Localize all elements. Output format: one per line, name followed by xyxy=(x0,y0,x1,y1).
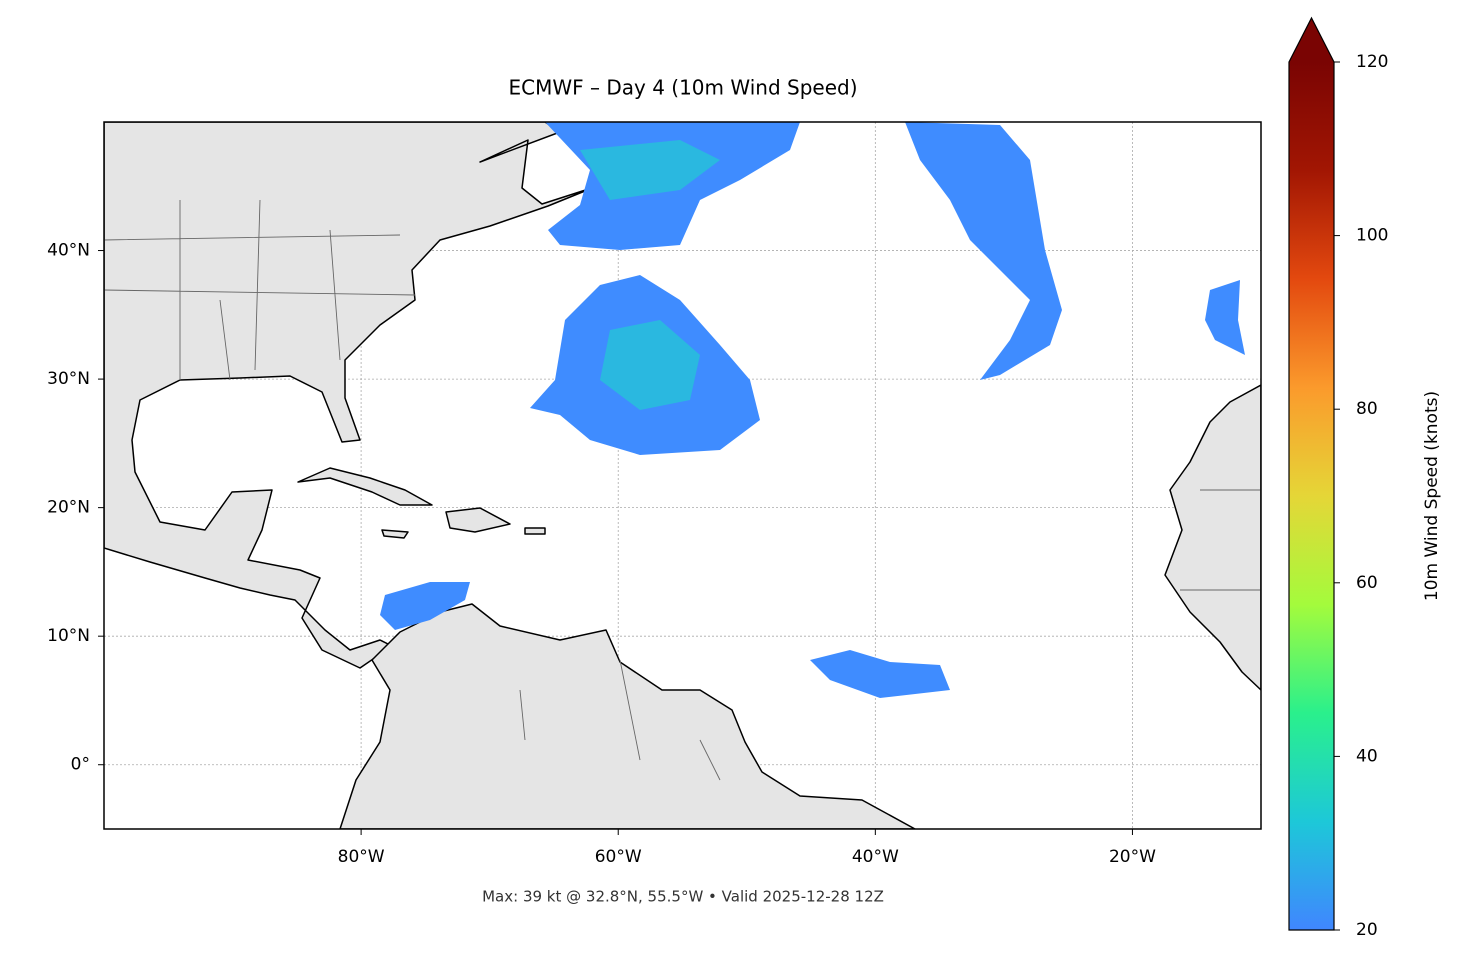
x-tick-label: 20°W xyxy=(1109,847,1156,867)
puerto-rico xyxy=(524,527,546,535)
colorbar-tick-label: 100 xyxy=(1356,226,1388,246)
south-america xyxy=(339,603,916,829)
colorbar-tick-label: 120 xyxy=(1356,52,1388,72)
colorbar: 20 40 60 80 100 120 xyxy=(1288,16,1388,940)
colorbar-tick-label: 60 xyxy=(1356,573,1378,593)
colorbar-frame xyxy=(1288,16,1335,931)
cuba xyxy=(297,467,433,506)
colorbar-tick-label: 20 xyxy=(1356,920,1378,940)
x-tick-label: 80°W xyxy=(338,847,385,867)
colorbar-tick-label: 40 xyxy=(1356,746,1378,766)
x-tick-label: 40°W xyxy=(852,847,899,867)
map-frame xyxy=(103,121,1262,830)
y-tick-label: 40°N xyxy=(47,241,90,261)
y-tick-label: 20°N xyxy=(47,498,90,518)
colorbar-extend xyxy=(1289,18,1334,62)
hispaniola xyxy=(445,507,511,533)
wind-field xyxy=(380,122,1245,698)
colorbar-scale xyxy=(1289,62,1334,930)
africa xyxy=(1164,384,1261,691)
y-tick-label: 10°N xyxy=(47,626,90,646)
x-tick-label: 60°W xyxy=(595,847,642,867)
y-tick-label: 0° xyxy=(71,755,90,775)
colorbar-tick-label: 80 xyxy=(1356,399,1378,419)
chart-title: ECMWF – Day 4 (10m Wind Speed) xyxy=(509,76,858,100)
footer-note: Max: 39 kt @ 32.8°N, 55.5°W • Valid 2025… xyxy=(482,888,884,906)
colorbar-label: 10m Wind Speed (knots) xyxy=(1422,391,1442,601)
jamaica xyxy=(381,529,409,539)
map xyxy=(104,122,1261,829)
y-tick-label: 30°N xyxy=(47,369,90,389)
state-borders xyxy=(104,199,1261,781)
